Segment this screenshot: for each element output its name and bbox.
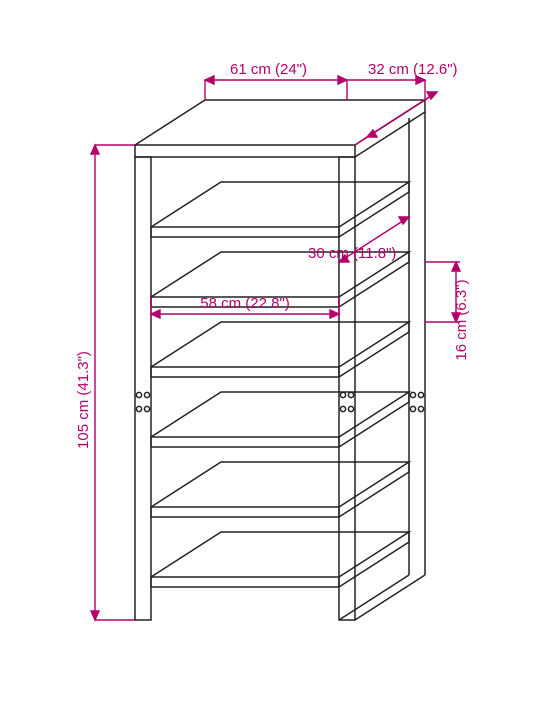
foot-right-inner bbox=[339, 575, 409, 620]
dim-shelf-width: 58 cm (22.8") bbox=[200, 295, 290, 312]
shelf-side bbox=[339, 532, 409, 587]
shelf-top bbox=[151, 392, 409, 437]
arrow-icon bbox=[205, 76, 214, 84]
arrow-icon bbox=[338, 76, 347, 84]
dim-depth: 32 cm (12.6") bbox=[368, 61, 458, 78]
connector-hole bbox=[410, 406, 415, 411]
arrow-icon bbox=[452, 262, 460, 271]
foot-right bbox=[355, 575, 425, 620]
connector-hole bbox=[410, 392, 415, 397]
arrow-icon bbox=[151, 310, 160, 318]
shelf-side bbox=[339, 392, 409, 447]
shelf-top bbox=[151, 462, 409, 507]
connector-hole bbox=[418, 392, 423, 397]
front-left-post bbox=[135, 157, 151, 620]
shelf-side bbox=[339, 322, 409, 377]
connector-hole bbox=[136, 406, 141, 411]
connector-hole bbox=[348, 392, 353, 397]
connector-hole bbox=[340, 406, 345, 411]
connector-hole bbox=[418, 406, 423, 411]
shelf-front bbox=[151, 507, 339, 517]
dim-gap: 16 cm (6.3") bbox=[453, 279, 470, 360]
top-right bbox=[355, 100, 425, 157]
connector-hole bbox=[340, 392, 345, 397]
top-face bbox=[135, 100, 425, 145]
shelf-side bbox=[339, 462, 409, 517]
dimension-diagram: 61 cm (24") 32 cm (12.6") 105 cm (41.3")… bbox=[0, 0, 540, 720]
arrow-icon bbox=[330, 310, 339, 318]
shelf-top bbox=[151, 322, 409, 367]
dim-shelf-depth: 30 cm (11.8") bbox=[308, 245, 396, 262]
connector-hole bbox=[144, 406, 149, 411]
top-front bbox=[135, 145, 355, 157]
dim-width: 61 cm (24") bbox=[230, 61, 307, 78]
connector-hole bbox=[348, 406, 353, 411]
arrow-icon bbox=[91, 145, 99, 154]
dim-height: 105 cm (41.3") bbox=[75, 351, 92, 449]
connector-hole bbox=[144, 392, 149, 397]
shelf-unit-drawing bbox=[135, 100, 425, 620]
shelf-top bbox=[151, 532, 409, 577]
arrow-icon bbox=[91, 611, 99, 620]
shelf-front bbox=[151, 367, 339, 377]
shelf-top bbox=[151, 182, 409, 227]
ext-line bbox=[355, 137, 367, 145]
shelf-side bbox=[339, 182, 409, 237]
dim-line-depth bbox=[367, 92, 437, 137]
shelf-front bbox=[151, 437, 339, 447]
connector-hole bbox=[136, 392, 141, 397]
front-right-post bbox=[339, 157, 355, 620]
shelf-front bbox=[151, 227, 339, 237]
shelf-front bbox=[151, 577, 339, 587]
